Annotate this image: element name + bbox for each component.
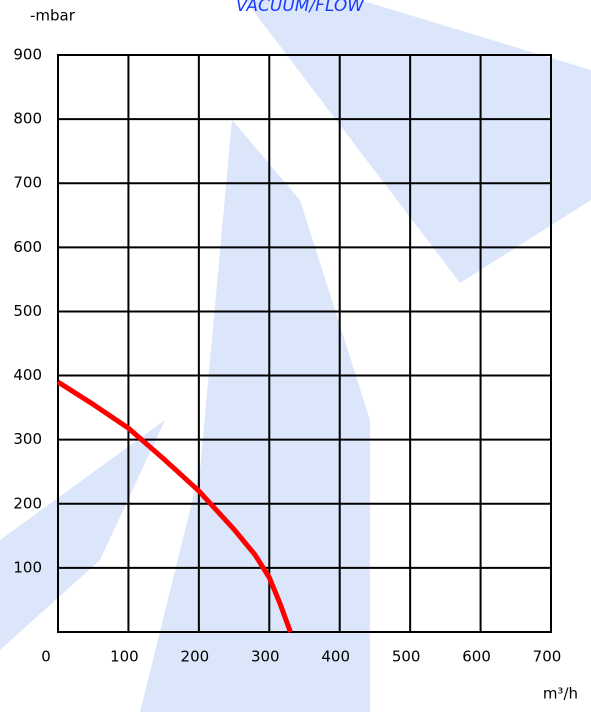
x-tick-label: 100 [110, 648, 139, 666]
x-tick-label: 500 [392, 648, 421, 666]
chart-title: VACUUM/FLOW [236, 0, 365, 16]
x-tick-label: 200 [181, 648, 210, 666]
y-tick-label: 500 [13, 302, 42, 320]
x-tick-label: 700 [533, 648, 562, 666]
data-line [56, 379, 293, 633]
y-tick-label: 300 [13, 430, 42, 448]
y-tick-label: 400 [13, 366, 42, 384]
x-axis-label: m³/h [543, 685, 578, 703]
x-tick-label: 0 [41, 648, 51, 666]
y-tick-label: 600 [13, 238, 42, 256]
x-tick-label: 300 [251, 648, 280, 666]
x-tick-label: 600 [462, 648, 491, 666]
y-tick-label: 800 [13, 110, 42, 128]
y-axis-label: -mbar [30, 7, 76, 25]
y-tick-label: 100 [13, 558, 42, 576]
y-tick-label: 700 [13, 174, 42, 192]
y-tick-label: 900 [13, 46, 42, 64]
y-tick-label: 200 [13, 494, 42, 512]
x-tick-label: 400 [321, 648, 350, 666]
